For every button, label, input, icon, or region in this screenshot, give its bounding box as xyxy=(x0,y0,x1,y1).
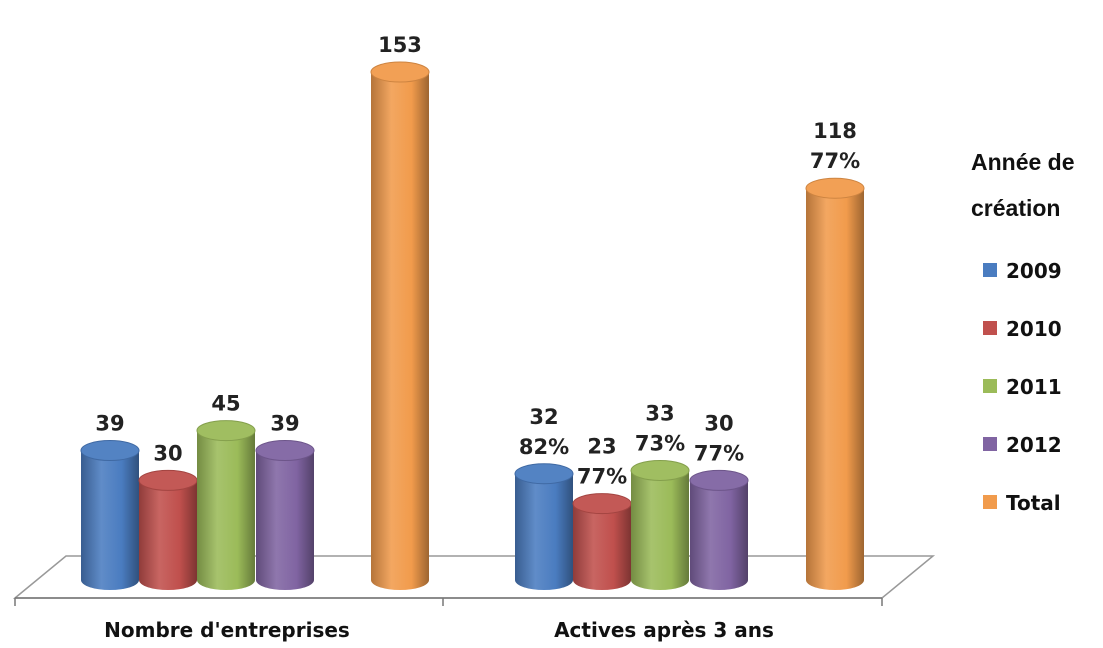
data-label: 23 xyxy=(587,435,616,459)
chart-category-labels: Nombre d'entreprises Actives après 3 ans xyxy=(104,618,774,642)
data-label: 45 xyxy=(211,392,240,416)
bar-top xyxy=(514,463,574,485)
bar-total-2 xyxy=(805,177,865,591)
legend-label: Total xyxy=(1006,491,1061,515)
data-label: 77% xyxy=(577,465,627,489)
legend-label: 2012 xyxy=(1006,433,1062,457)
legend-item-2012: 2012 xyxy=(983,433,1062,457)
bar-2009-2 xyxy=(514,463,574,590)
data-label: 39 xyxy=(95,412,124,436)
bar-body xyxy=(806,188,864,591)
bar-top xyxy=(196,420,256,442)
legend-label: 2011 xyxy=(1006,375,1062,399)
bar-top xyxy=(370,61,430,83)
bar-total-1 xyxy=(370,61,430,591)
bar-top xyxy=(630,459,690,481)
legend-swatch xyxy=(983,495,997,509)
chart-bars xyxy=(80,61,865,591)
bar-top xyxy=(689,469,749,491)
legend-item-2009: 2009 xyxy=(983,259,1062,283)
bar-2009-1 xyxy=(80,440,140,590)
bar-top xyxy=(572,493,632,515)
legend-item-2011: 2011 xyxy=(983,375,1062,399)
data-label: 32 xyxy=(529,405,558,429)
bar-top xyxy=(805,177,865,199)
bar-body xyxy=(81,450,139,590)
bar-body xyxy=(573,503,631,590)
bar-body xyxy=(256,450,314,590)
bar-2010-2 xyxy=(572,493,632,590)
data-label: 82% xyxy=(519,435,569,459)
data-label: 30 xyxy=(153,441,182,465)
legend-title: création xyxy=(971,195,1060,221)
category-label: Nombre d'entreprises xyxy=(104,618,350,642)
legend-swatch xyxy=(983,379,997,393)
legend-label: 2010 xyxy=(1006,317,1062,341)
bar-2012-1 xyxy=(255,440,315,590)
bar-body xyxy=(197,430,255,590)
bar-2010-1 xyxy=(138,469,198,590)
category-label: Actives après 3 ans xyxy=(554,618,774,642)
data-label: 39 xyxy=(270,412,299,436)
data-label: 77% xyxy=(810,149,860,173)
data-label: 73% xyxy=(635,431,685,455)
data-label: 30 xyxy=(704,411,733,435)
legend-title: Année de xyxy=(971,149,1075,175)
bar-body xyxy=(515,473,573,590)
bar-body xyxy=(631,470,689,590)
bar-2012-2 xyxy=(689,469,749,590)
data-label: 33 xyxy=(645,401,674,425)
bar-body xyxy=(371,72,429,591)
data-label: 77% xyxy=(694,441,744,465)
bar-2011-2 xyxy=(630,459,690,590)
bar-body xyxy=(690,480,748,590)
legend-item-2010: 2010 xyxy=(983,317,1062,341)
bar-body xyxy=(139,480,197,590)
chart-legend: Année de création 2009 2010 2011 2012 Total xyxy=(971,149,1075,515)
bar-top xyxy=(255,440,315,462)
bar-top xyxy=(138,469,198,491)
bar-2011-1 xyxy=(196,420,256,590)
bar-top xyxy=(80,440,140,462)
data-label: 118 xyxy=(813,119,857,143)
chart-data-labels: 39 30 45 39 153 32 82% 23 77% 33 73% 30 77% 118 77% xyxy=(95,33,860,489)
legend-label: 2009 xyxy=(1006,259,1062,283)
legend-item-total: Total xyxy=(983,491,1061,515)
legend-swatch xyxy=(983,437,997,451)
data-label: 153 xyxy=(378,33,422,57)
legend-swatch xyxy=(983,321,997,335)
legend-swatch xyxy=(983,263,997,277)
